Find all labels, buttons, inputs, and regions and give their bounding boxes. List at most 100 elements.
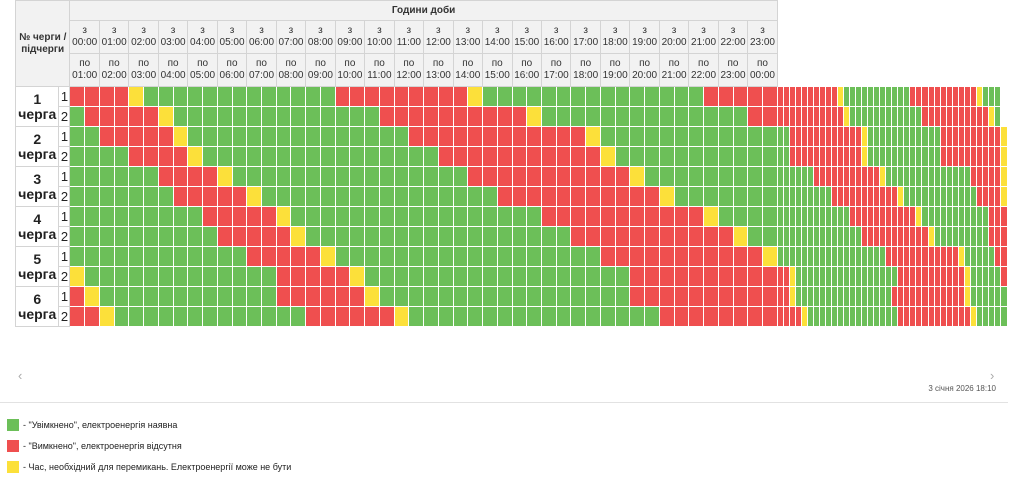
hour-to-header: по 16:00 [511,53,542,87]
hour-to-prefix: по [491,58,503,69]
schedule-slot [885,306,893,327]
schedule-slot [482,226,498,247]
schedule-slot [644,106,660,127]
schedule-slot [290,186,307,207]
chevron-right-icon[interactable]: › [990,368,995,383]
schedule-slot [98,206,115,227]
schedule-slot [319,126,336,147]
hour-to-header: по 13:00 [423,53,454,87]
hour-to-time: 08:00 [278,70,304,81]
schedule-slot [717,126,734,147]
schedule-slot [246,246,262,267]
schedule-slot [993,86,1001,107]
schedule-slot [629,166,646,187]
legend-swatch [7,419,19,431]
queue-row: 5 черга 1 [14,246,1009,287]
schedule-slot [290,226,307,247]
schedule-slot [614,166,631,187]
schedule-slot [703,246,719,267]
schedule-slot [658,86,675,107]
schedule-slot [216,266,233,287]
schedule-slot [275,266,292,287]
schedule-slot [555,166,572,187]
schedule-slot [614,266,631,287]
schedule-slot [216,166,233,187]
hour-to-time: 01:00 [72,70,98,81]
schedule-slot [717,246,734,267]
hour-from-prefix: з [465,25,471,36]
schedule-slot [113,166,130,187]
hour-from-prefix: з [377,25,382,36]
schedule-slot [467,226,484,247]
schedule-table-scroll-area[interactable]: № черги / підчерги Години доби з 00:00 з 01… [14,0,1009,327]
schedule-slot [644,146,660,167]
schedule-slot [915,306,923,327]
schedule-slot [349,146,366,167]
schedule-slot [732,166,749,187]
schedule-slot [364,246,380,267]
hour-to-prefix: по [639,58,651,69]
hour-to-time: 18:00 [573,70,599,81]
schedule-slot [349,186,366,207]
schedule-slot [467,266,484,287]
schedule-slot [747,206,763,227]
schedule-slot [128,246,145,267]
schedule-slot [98,86,115,107]
schedule-slot [69,126,86,147]
hour-to-header: по 06:00 [216,53,248,87]
schedule-slot [69,106,86,127]
hour-to-time: 21:00 [661,70,687,81]
schedule-slot [482,306,498,327]
chevron-left-icon[interactable]: ‹ [18,368,23,383]
schedule-slot [761,106,778,127]
subqueue-number: 2 [58,306,71,327]
schedule-slot [526,126,542,147]
schedule-slot [378,146,395,167]
schedule-slot [290,146,307,167]
schedule-slot [378,166,395,187]
schedule-slot [319,146,336,167]
hour-to-prefix: по [609,58,621,69]
hour-from-time: 15:00 [514,37,540,48]
schedule-slot [246,166,262,187]
schedule-slot [614,146,631,167]
schedule-slot [290,126,307,147]
schedule-slot [408,206,425,227]
schedule-slot [909,306,917,327]
schedule-slot [334,126,351,147]
schedule-slot [824,306,833,327]
schedule-slot [496,166,513,187]
schedule-slot [261,186,277,207]
schedule-slot [202,206,218,227]
schedule-slot [364,226,380,247]
hour-to-header: по 01:00 [69,53,100,87]
legend-text: - Час, необхідний для перемикань. Електр… [23,462,292,472]
queue-row: 4 черга 1 [14,206,1009,247]
schedule-slot [275,186,292,207]
schedule-slot [349,206,366,227]
schedule-slot [658,146,675,167]
schedule-slot [999,186,1009,207]
schedule-slot [747,226,763,247]
queue-row: 2 [16,306,1009,327]
schedule-slot [540,186,557,207]
schedule-slot [511,186,528,207]
schedule-slot [437,246,454,267]
queue-name: 4 черга [14,206,60,247]
queue-name: 5 черга [14,246,60,287]
schedule-slot [172,266,189,287]
schedule-slot [305,226,321,247]
schedule-slot [467,286,484,307]
schedule-slot [378,226,395,247]
schedule-slot [261,126,277,147]
schedule-slot [231,226,248,247]
schedule-slot [305,266,321,287]
schedule-slot [246,286,262,307]
schedule-slot [408,146,425,167]
schedule-slot [585,246,601,267]
schedule-slot [614,126,631,147]
schedule-slot [113,146,130,167]
queue-row: 2 [16,226,1009,247]
queue-label: черга [18,265,57,282]
schedule-slot [408,246,425,267]
